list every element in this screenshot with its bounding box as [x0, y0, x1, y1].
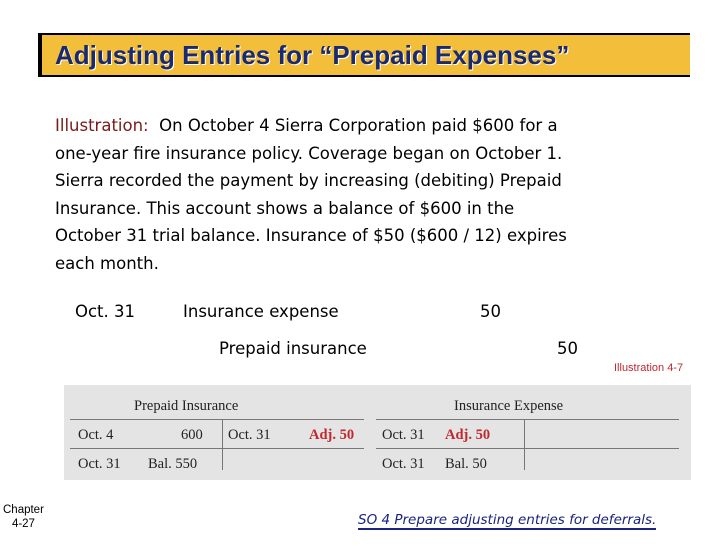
insurance-expense-title: Insurance Expense	[454, 398, 564, 414]
entry-credit-account: Prepaid insurance	[219, 339, 367, 358]
illustration-text: Illustration: On October 4 Sierra Corpor…	[55, 112, 695, 277]
prepaid-t-top-line	[70, 419, 364, 420]
illustration-line-2: one-year fire insurance policy. Coverage…	[55, 143, 563, 163]
t-accounts-panel: Prepaid Insurance Oct. 4 600 Oct. 31 Adj…	[64, 385, 691, 480]
prepaid-credit-amount-1: Adj. 50	[309, 427, 355, 443]
prepaid-debit-date-1: Oct. 4	[78, 427, 114, 443]
chapter-number: 4-27	[11, 518, 35, 530]
chapter-label-text: Chapter	[3, 504, 44, 516]
slide-title: Adjusting Entries for “Prepaid Expenses”	[55, 40, 570, 70]
illustration-reference: Illustration 4-7	[614, 362, 684, 374]
expense-debit-date-2: Oct. 31	[382, 456, 425, 472]
prepaid-row-divider	[70, 448, 364, 449]
prepaid-credit-date-1: Oct. 31	[228, 427, 271, 443]
entry-debit-amount: 50	[480, 302, 501, 321]
entry-date: Oct. 31	[75, 302, 136, 321]
expense-debit-date-1: Oct. 31	[382, 427, 425, 443]
illustration-line-5: October 31 trial balance. Insurance of $…	[55, 226, 567, 245]
expense-row-divider	[376, 448, 679, 449]
title-bar: Adjusting Entries for “Prepaid Expenses”	[38, 33, 690, 77]
prepaid-debit-amount-1: 600	[181, 427, 203, 443]
illustration-line-1: Illustration: On October 4 Sierra Corpor…	[55, 112, 695, 140]
prepaid-t-vertical	[222, 419, 223, 470]
entry-debit-account: Insurance expense	[183, 302, 339, 321]
illustration-line-1-text: On October 4 Sierra Corporation paid $60…	[159, 116, 558, 135]
prepaid-insurance-title: Prepaid Insurance	[134, 398, 239, 414]
illustration-line-4: Insurance. This account shows a balance …	[55, 198, 515, 218]
prepaid-debit-date-2: Oct. 31	[78, 456, 121, 472]
illustration-line-3: Sierra recorded the payment by increasin…	[55, 171, 562, 190]
illustration-label: Illustration:	[55, 116, 149, 135]
illustration-line-6: each month.	[55, 253, 159, 273]
expense-debit-amount-1: Adj. 50	[445, 427, 491, 443]
study-objective: SO 4 Prepare adjusting entries for defer…	[358, 512, 657, 530]
expense-t-top-line	[376, 419, 679, 420]
expense-t-vertical	[524, 419, 525, 470]
entry-credit-amount: 50	[557, 339, 578, 358]
chapter-label: Chapter 4-27	[3, 503, 44, 531]
prepaid-debit-balance: Bal. 550	[148, 456, 198, 472]
expense-debit-balance: Bal. 50	[445, 456, 487, 472]
